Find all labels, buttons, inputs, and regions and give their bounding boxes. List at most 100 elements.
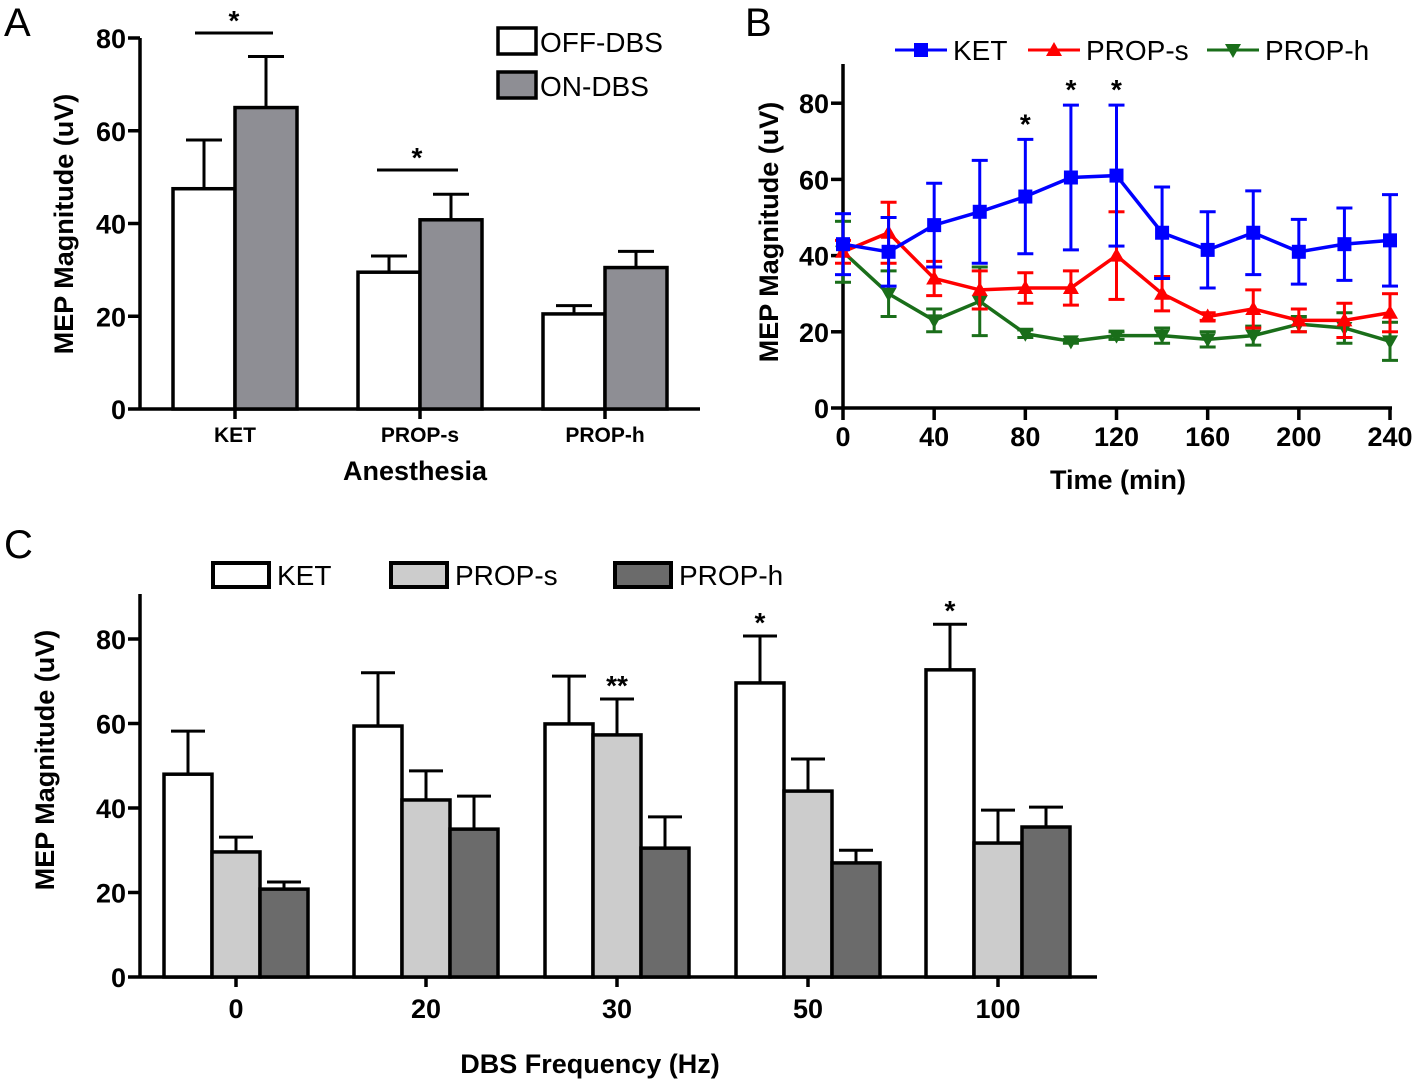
significance-star: * <box>412 142 423 173</box>
bar-on-dbs <box>233 105 299 411</box>
point-prop-h <box>1062 335 1079 350</box>
point-ket <box>1383 233 1397 248</box>
bar-prop-h <box>639 846 691 979</box>
bar-prop-h <box>830 861 882 979</box>
point-prop-h <box>1017 327 1034 342</box>
x-tick-label: 200 <box>1276 422 1321 452</box>
y-tick-label: 40 <box>799 242 829 272</box>
panel-a-ylabel: MEP Magnitude (uV) <box>49 94 79 355</box>
significance-star: * <box>945 595 956 626</box>
x-tick-label: 30 <box>602 994 632 1024</box>
legend-label: KET <box>277 560 331 591</box>
point-ket <box>1063 170 1078 185</box>
y-tick-label: 80 <box>799 89 829 119</box>
x-tick-label: 160 <box>1185 422 1230 452</box>
bar-off-dbs <box>541 312 607 411</box>
significance-star: * <box>1020 108 1031 139</box>
x-tick-label: KET <box>214 424 256 447</box>
panel-b-xlabel: Time (min) <box>1050 465 1186 495</box>
panel-b-plot: 0 20 40 60 80 0 40 80 120 160 200 240 * * * KET PROP-s PR… <box>799 35 1413 452</box>
bar-on-dbs <box>603 265 669 411</box>
legend-label: ON-DBS <box>540 71 649 102</box>
point-ket <box>1200 242 1215 257</box>
point-prop-s <box>1017 279 1034 294</box>
point-ket <box>836 237 850 252</box>
bar-ket <box>162 772 214 979</box>
x-tick-label: PROP-s <box>381 424 459 447</box>
legend-swatch <box>389 561 449 589</box>
legend-label: KET <box>953 35 1007 66</box>
legend-label: PROP-h <box>679 560 783 591</box>
bar-prop-h <box>448 827 500 979</box>
panel-a-xlabel: Anesthesia <box>343 456 488 486</box>
bar-ket <box>543 722 595 979</box>
point-prop-h <box>1382 335 1398 350</box>
y-tick-label: 0 <box>814 394 829 424</box>
panel-label-a: A <box>4 1 31 45</box>
legend-label: OFF-DBS <box>540 27 663 58</box>
bar-off-dbs <box>171 186 237 411</box>
point-prop-h <box>926 314 943 329</box>
point-prop-h <box>880 287 897 302</box>
x-tick-label: 0 <box>228 994 243 1024</box>
x-tick-label: 120 <box>1094 422 1139 452</box>
x-tick-label: 240 <box>1367 422 1412 452</box>
legend-label: PROP-s <box>455 560 558 591</box>
legend-swatch <box>496 70 538 100</box>
bar-prop-h <box>258 887 310 979</box>
legend-marker <box>1046 42 1062 56</box>
point-prop-s <box>926 270 943 285</box>
point-prop-s <box>1199 308 1216 323</box>
point-ket <box>927 218 942 233</box>
y-tick-label: 0 <box>111 395 126 425</box>
legend-marker <box>914 43 928 57</box>
point-ket <box>1337 237 1352 252</box>
bar-prop-s <box>210 850 262 979</box>
bar-prop-s <box>400 798 452 979</box>
x-tick-label: PROP-h <box>565 424 644 447</box>
point-ket <box>1155 225 1170 240</box>
significance-star: * <box>1065 74 1076 105</box>
point-prop-s <box>971 281 988 296</box>
y-tick-label: 20 <box>96 302 126 332</box>
panel-label-b: B <box>745 1 772 45</box>
legend-swatch <box>613 561 673 589</box>
panel-c-xlabel: DBS Frequency (Hz) <box>460 1049 720 1079</box>
point-prop-h <box>1199 333 1216 348</box>
point-prop-s <box>1245 300 1262 315</box>
bar-off-dbs <box>356 270 422 411</box>
x-tick-label: 50 <box>793 994 823 1024</box>
point-prop-h <box>1108 329 1125 344</box>
panel-label-c: C <box>4 523 33 567</box>
bar-ket <box>352 724 404 979</box>
x-tick-label: 20 <box>411 994 441 1024</box>
y-tick-label: 80 <box>96 24 126 54</box>
significance-star: ** <box>606 670 628 701</box>
significance-star: * <box>229 5 240 36</box>
point-ket <box>1018 189 1033 204</box>
x-tick-label: 0 <box>835 422 850 452</box>
bar-prop-s <box>591 733 643 979</box>
significance-star: * <box>755 607 766 638</box>
point-ket <box>1291 244 1306 259</box>
bar-prop-s <box>972 841 1024 979</box>
point-prop-h <box>1154 329 1171 344</box>
bar-on-dbs <box>418 218 484 411</box>
legend-swatch <box>496 26 538 56</box>
point-prop-h <box>1245 329 1262 344</box>
x-tick-label: 100 <box>975 994 1020 1024</box>
x-tick-label: 80 <box>1010 422 1040 452</box>
point-prop-s <box>1108 247 1125 262</box>
significance-star: * <box>1111 74 1122 105</box>
y-tick-label: 20 <box>96 879 126 909</box>
point-prop-s <box>1154 285 1171 300</box>
y-tick-label: 40 <box>96 794 126 824</box>
point-prop-s <box>1062 279 1079 294</box>
bar-ket <box>734 681 786 979</box>
point-prop-s <box>1382 304 1398 319</box>
legend-label: PROP-s <box>1086 35 1189 66</box>
y-tick-label: 80 <box>96 625 126 655</box>
bar-prop-h <box>1020 825 1072 979</box>
legend-marker <box>1225 44 1241 58</box>
bar-ket <box>924 668 976 979</box>
